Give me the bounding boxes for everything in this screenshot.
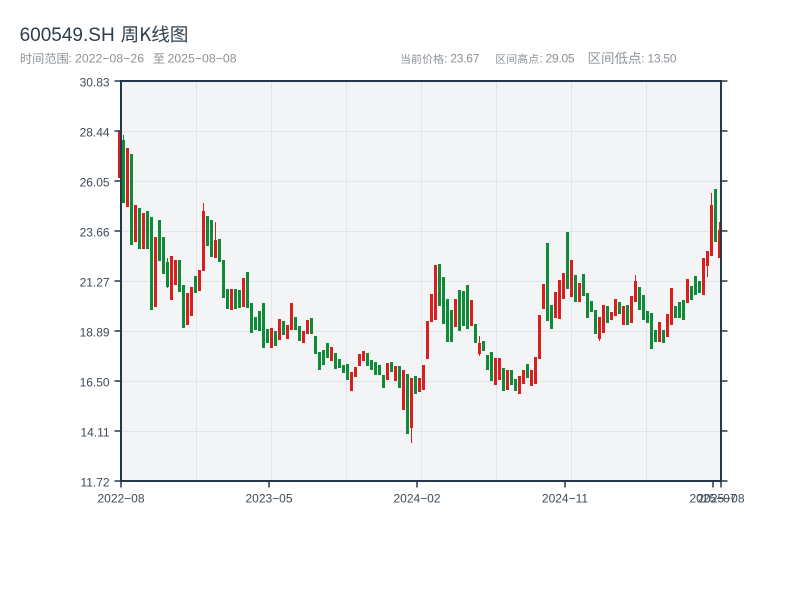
svg-text:2022−08: 2022−08: [97, 492, 144, 506]
svg-text:11.72: 11.72: [80, 475, 109, 489]
svg-text:18.89: 18.89: [80, 325, 110, 339]
svg-text:: 13.50: : 13.50: [641, 52, 677, 66]
svg-text:2024−02: 2024−02: [393, 492, 440, 506]
svg-text:: 29.05: : 29.05: [539, 52, 575, 66]
svg-text:16.50: 16.50: [80, 375, 110, 389]
svg-text:2024−11: 2024−11: [542, 492, 588, 506]
svg-text:: 23.67: : 23.67: [444, 52, 480, 66]
svg-text:: 2022−08−26: : 2022−08−26: [68, 52, 144, 66]
svg-text:28.44: 28.44: [80, 125, 110, 139]
svg-text:2025−07: 2025−07: [689, 492, 736, 506]
svg-text:26.05: 26.05: [80, 175, 110, 189]
svg-text:600549.SH: 600549.SH: [20, 25, 115, 46]
svg-text:2025−08−08: 2025−08−08: [168, 52, 237, 66]
svg-text:14.11: 14.11: [80, 425, 109, 439]
svg-text:2023−05: 2023−05: [245, 492, 292, 506]
svg-text:2025−08: 2025−08: [697, 492, 744, 506]
svg-text:23.66: 23.66: [80, 225, 110, 239]
svg-text:30.83: 30.83: [80, 75, 110, 89]
svg-text:21.27: 21.27: [80, 275, 110, 289]
